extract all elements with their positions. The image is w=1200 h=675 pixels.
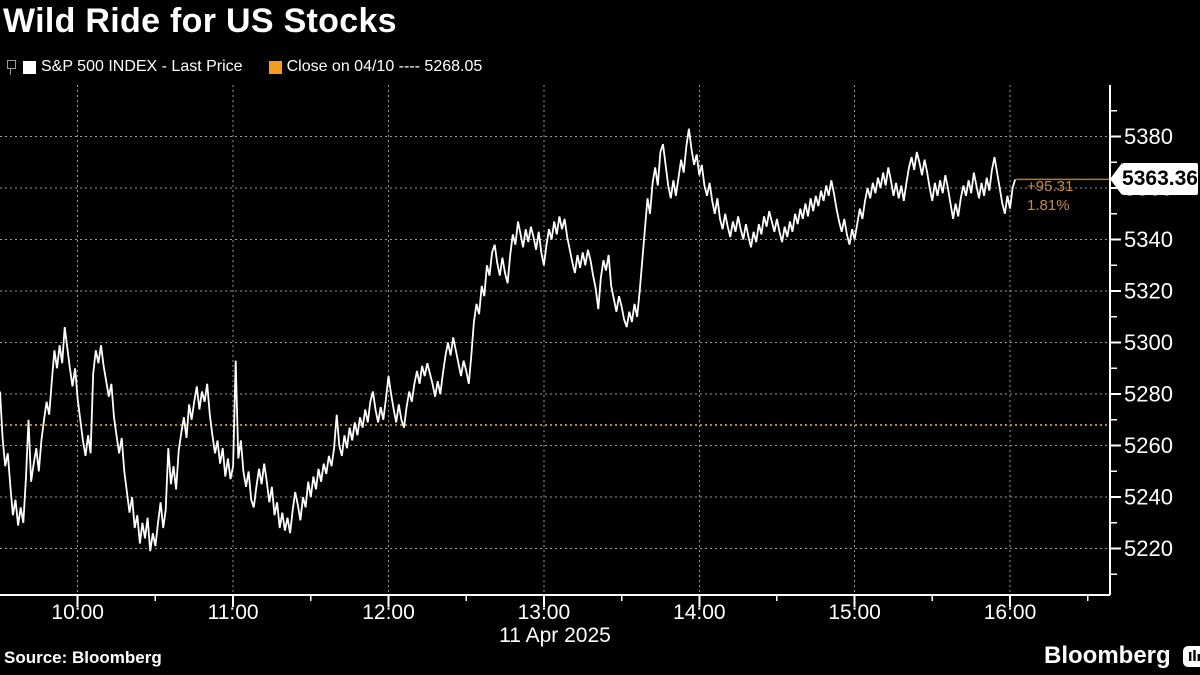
chart-title: Wild Ride for US Stocks	[3, 2, 397, 40]
y-tick-label: 5240	[1124, 485, 1173, 510]
legend: S&P 500 INDEX - Last Price Close on 04/1…	[6, 58, 508, 76]
bloomberg-logo: Bloomberg	[1044, 642, 1200, 670]
last-price-value: 5363.36	[1122, 167, 1198, 190]
x-tick-label: 11:00	[208, 601, 259, 624]
price-line	[0, 128, 1017, 552]
source-credit: Source: Bloomberg	[4, 648, 162, 667]
y-tick-label: 5300	[1124, 330, 1173, 355]
legend-series-label: S&P 500 INDEX - Last Price	[41, 58, 243, 75]
x-tick-label: 13:00	[518, 601, 571, 624]
y-tick-label: 5380	[1124, 124, 1173, 149]
close-swatch-icon	[268, 60, 282, 74]
y-tick-label: 5280	[1124, 382, 1173, 407]
x-tick-label: 14:00	[673, 601, 726, 624]
change-annotation: +95.31 1.81%	[1027, 177, 1073, 215]
bloomberg-logo-text: Bloomberg	[1044, 642, 1171, 669]
change-value: +95.31	[1027, 178, 1074, 195]
x-tick-label: 15:00	[828, 601, 881, 624]
y-tick-label: 5260	[1124, 433, 1173, 458]
bloomberg-chart-icon	[1182, 645, 1200, 667]
date-label: 11 Apr 2025	[499, 624, 611, 647]
y-tick-label: 5220	[1124, 536, 1173, 561]
y-tick-label: 5340	[1124, 227, 1173, 252]
series-swatch-icon	[23, 60, 36, 74]
change-percent: 1.81%	[1027, 197, 1070, 214]
last-price-label: 5363.36	[1110, 163, 1198, 195]
annotation-pin-icon	[7, 59, 16, 75]
legend-close-label: Close on 04/10 ---- 5268.05	[286, 58, 483, 75]
x-tick-label: 12:00	[362, 601, 415, 624]
x-tick-label: 10:00	[51, 601, 104, 624]
y-tick-label: 5320	[1124, 279, 1173, 304]
x-tick-label: 16:00	[984, 601, 1037, 624]
